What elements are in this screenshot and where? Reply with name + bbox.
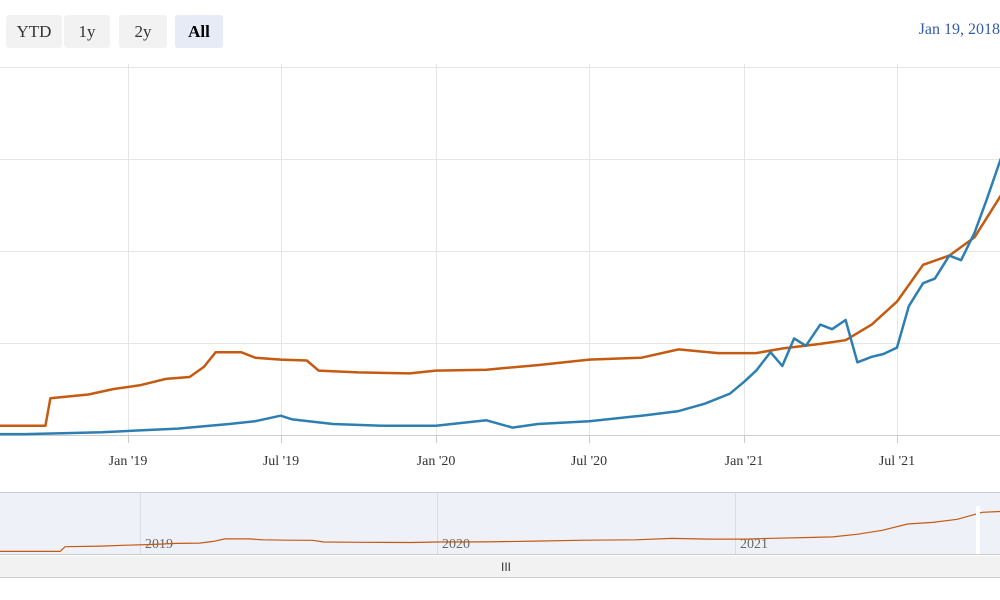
x-tick-label: Jan '21 [725, 454, 764, 469]
chart-series [0, 157, 1000, 436]
scrollbar-grip[interactable]: III [501, 560, 511, 574]
main-chart: Jan '19 Jul '19 Jan '20 Jul '20 Jan '21 Jul '… [0, 64, 1000, 469]
navigator-year-label: 2021 [740, 537, 768, 552]
chart-grid [0, 64, 1000, 436]
x-tick-label: Jul '19 [263, 454, 299, 469]
x-tick-label: Jan '20 [417, 454, 456, 469]
scrollbar-track[interactable] [0, 556, 1000, 577]
x-tick-label: Jul '20 [571, 454, 607, 469]
x-tick-label: Jul '21 [879, 454, 915, 469]
range-selector: YTD 1y 2y All Jan 19, 2018 [0, 0, 1000, 64]
x-axis-ticks: Jan '19 Jul '19 Jan '20 Jul '20 Jan '21 Jul '… [0, 435, 1000, 469]
navigator[interactable]: 2019 2020 2021 III [0, 492, 1000, 580]
range-button-2y[interactable]: 2y [119, 15, 167, 48]
range-button-ytd[interactable]: YTD [6, 15, 62, 48]
series-line-orange [0, 194, 1000, 428]
range-button-1y[interactable]: 1y [64, 15, 110, 48]
series-line-blue [0, 157, 1000, 436]
date-range-readout[interactable]: Jan 19, 2018 [918, 21, 1000, 38]
x-tick-label: Jan '19 [109, 454, 148, 469]
navigator-series [0, 510, 1000, 553]
navigator-grid [140, 493, 736, 554]
navigator-year-label: 2020 [442, 537, 470, 552]
navigator-series-line [0, 510, 1000, 553]
navigator-background [0, 492, 1000, 555]
range-button-all[interactable]: All [175, 15, 223, 48]
navigator-handle[interactable] [976, 506, 980, 554]
